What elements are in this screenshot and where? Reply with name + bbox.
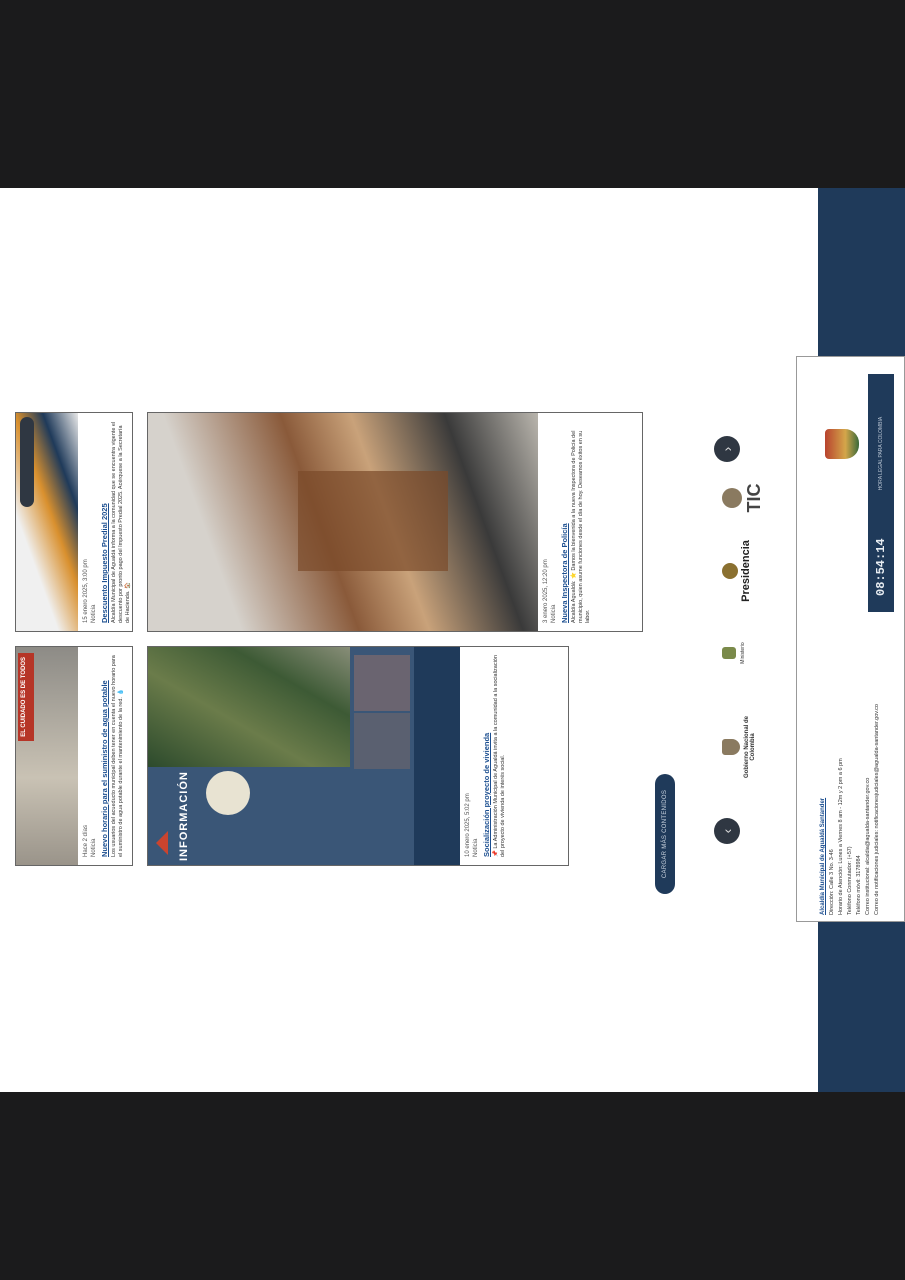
news-description: Alcaldía Agualdá: ⭐ Damos la bienvenida … [571, 430, 591, 623]
rotated-page: EL CUIDADO ES DE TODOS Hace 2 días Notic… [0, 188, 905, 1092]
logo-presidencia[interactable]: Presidencia [722, 536, 752, 606]
news-date: Hace 2 días [83, 824, 89, 857]
poster-title: INFORMACIÓN [178, 771, 190, 861]
news-description: 📌 La Administración Municipal de Agualdá… [493, 655, 506, 857]
footer-line: Correo institucional: alcaldia@agualda-s… [865, 777, 871, 915]
footer-line: Dirección: Calle 3 No. 3-46 [829, 849, 835, 915]
carousel-next-arrow[interactable]: › [714, 436, 740, 462]
news-card[interactable]: 3 enero 2025, 12:20 pm Noticia Nueva Ins… [147, 412, 643, 632]
backdrop-bottom [0, 1092, 905, 1280]
load-more-button[interactable]: CARGAR MÁS CONTENIDOS [655, 774, 675, 894]
poster-thumb-2 [354, 713, 410, 769]
banner-text: EL CUIDADO ES DE TODOS [18, 653, 34, 741]
carousel-prev-arrow[interactable]: ‹ [714, 818, 740, 844]
logo-ministerio[interactable]: Ministerio [722, 618, 746, 688]
backdrop-top [0, 0, 905, 188]
footer-line: Correo de notificaciones judiciales: not… [874, 704, 880, 915]
clock-time: 08:54:14 [874, 538, 888, 596]
image-badge [20, 417, 34, 507]
contact-info: Alcaldía Municipal de Agualdá Santander … [819, 615, 882, 915]
crest-icon [722, 563, 738, 579]
desk-shape [298, 471, 448, 571]
crest-icon [722, 647, 736, 659]
poster-thumb-1 [354, 655, 410, 711]
footer-line: Horario de Atención: Lunes a Viernes 8 a… [838, 758, 844, 915]
footer-line: Teléfono móvil: 3178984 [856, 855, 862, 915]
news-card[interactable]: INFORMACIÓN 10 enero 2025, 5:02 pm Notic… [147, 646, 569, 866]
news-image [16, 413, 78, 631]
news-section: EL CUIDADO ES DE TODOS Hace 2 días Notic… [0, 188, 818, 1092]
legal-time-clock: 08:54:14 HORA LEGAL PARA COLOMBIA [868, 374, 894, 612]
poster-photo [148, 647, 350, 767]
shield-icon [722, 739, 740, 755]
news-category: Noticia [91, 838, 97, 857]
news-card[interactable]: EL CUIDADO ES DE TODOS Hace 2 días Notic… [15, 646, 133, 866]
news-card[interactable]: 15 enero 2025, 3:00 pm Noticia Descuento… [15, 412, 133, 632]
news-date: 3 enero 2025, 12:20 pm [543, 559, 549, 623]
footer-line: Teléfono Conmutador: (+57) [847, 846, 853, 915]
poster-emblem [206, 771, 250, 815]
news-description: Los usuarios del acueducto municipal deb… [111, 655, 124, 857]
house-icon [156, 831, 168, 855]
municipal-shield-icon [825, 429, 859, 459]
logo-gobierno-colombia[interactable]: Gobierno Nacional de Colombia [722, 702, 756, 792]
news-description: Alcaldía Municipal de Agualdá informa a … [111, 421, 131, 623]
news-photo [148, 413, 538, 631]
news-title-link[interactable]: Socialización proyecto de vivienda [482, 732, 491, 857]
logo-mintic[interactable]: TIC [722, 470, 765, 526]
news-category: Noticia [473, 838, 479, 857]
news-image: EL CUIDADO ES DE TODOS [16, 647, 78, 865]
news-category: Noticia [551, 604, 557, 623]
news-title-link[interactable]: Nueva Inspectora de Policía [560, 523, 569, 623]
poster-footer [414, 647, 460, 865]
news-title-link[interactable]: Descuento Impuesto Predial 2025 [100, 503, 109, 623]
news-category: Noticia [91, 604, 97, 623]
poster-image: INFORMACIÓN [148, 647, 460, 865]
news-date: 15 enero 2025, 3:00 pm [83, 559, 89, 623]
news-title-link[interactable]: Nuevo horario para el suministro de agua… [100, 680, 109, 857]
footer-title: Alcaldía Municipal de Agualdá Santander [820, 797, 826, 915]
crest-icon [722, 488, 742, 508]
clock-caption: HORA LEGAL PARA COLOMBIA [878, 416, 884, 491]
news-date: 10 enero 2025, 5:02 pm [465, 793, 471, 857]
